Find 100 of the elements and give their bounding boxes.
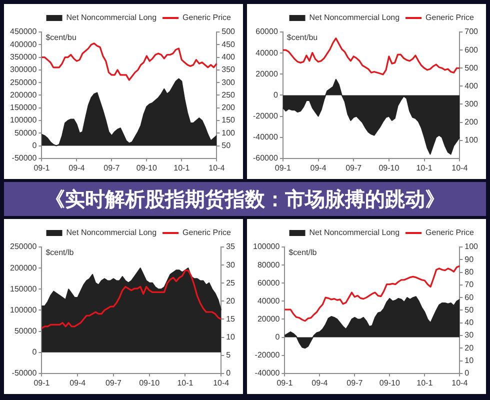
x-tick-label: 09-10 — [136, 163, 158, 172]
y-tick-label: 100000 — [10, 116, 38, 125]
y2-tick-label: 0 — [226, 368, 232, 378]
y2-tick-label: 60 — [464, 292, 474, 302]
y-tick-label: 150000 — [10, 103, 38, 112]
y2-tick-label: 50 — [464, 305, 474, 314]
y-tick-label: 250000 — [10, 242, 38, 252]
y-tick-label: 450000 — [10, 27, 38, 36]
x-tick-label: 10-1 — [174, 163, 190, 172]
y-tick-label: 200000 — [10, 263, 38, 272]
x-tick-label: 09-4 — [68, 163, 86, 172]
y2-tick-label: 100 — [464, 242, 479, 252]
x-tick-label: 09-1 — [274, 163, 292, 172]
y2-tick-label: 300 — [464, 99, 479, 108]
y2-tick-label: 20 — [464, 343, 474, 352]
x-tick-label: 09-4 — [312, 378, 328, 388]
annotation: $cent/lb — [288, 248, 318, 258]
y-tick-label: -40000 — [254, 368, 280, 378]
y-tick-label: 50000 — [14, 326, 38, 336]
y2-tick-label: 10 — [464, 356, 474, 365]
y-tick-label: 250000 — [10, 78, 38, 87]
y-tick-label: 300000 — [10, 65, 38, 74]
y-tick-label: 200000 — [10, 90, 38, 100]
x-tick-label: 09-4 — [70, 378, 86, 388]
y2-tick-label: 20 — [226, 296, 236, 306]
y2-tick-label: 10 — [226, 332, 236, 342]
y-tick-label: -40000 — [252, 132, 278, 142]
y-tick-label: 40000 — [257, 296, 280, 306]
y-tick-label: 60000 — [256, 27, 278, 36]
y-tick-label: -20000 — [252, 111, 278, 120]
y2-tick-label: 40 — [464, 318, 474, 328]
x-tick-label: 10-4 — [208, 163, 226, 172]
y2-tick-label: 500 — [222, 27, 236, 36]
annotation: $cent/bu — [46, 33, 76, 42]
y2-tick-label: 5 — [226, 350, 232, 360]
y-tick-label: -50000 — [12, 368, 38, 378]
legend-label: Net Noncommercial Long — [309, 13, 400, 22]
y2-tick-label: 90 — [464, 254, 474, 264]
x-tick-label: 10-4 — [452, 378, 468, 388]
x-tick-label: 09-10 — [379, 378, 400, 388]
y2-tick-label: 15 — [226, 314, 236, 324]
y-tick-label: 80000 — [257, 260, 280, 270]
x-tick-label: 09-10 — [139, 378, 160, 388]
y-tick-label: 20000 — [256, 69, 278, 78]
legend-label: Net Noncommercial Long — [309, 228, 400, 238]
legend-label: Generic Price — [182, 13, 232, 22]
x-tick-label: 09-7 — [346, 378, 364, 388]
x-tick-label: 09-7 — [346, 163, 362, 172]
x-tick-label: 10-1 — [416, 163, 433, 172]
y2-tick-label: 100 — [464, 136, 479, 145]
x-tick-label: 09-10 — [378, 163, 400, 172]
y2-tick-label: 250 — [222, 90, 236, 100]
y2-tick-label: 600 — [464, 45, 479, 54]
y-tick-label: 350000 — [10, 52, 38, 62]
x-tick-label: 09-1 — [276, 378, 294, 388]
legend-label: Generic Price — [426, 228, 475, 238]
y-tick-label: -60000 — [252, 154, 278, 163]
legend-label: Generic Price — [182, 228, 232, 238]
x-tick-label: 09-1 — [34, 378, 50, 388]
y-tick-label: 150000 — [10, 284, 38, 294]
y2-tick-label: 25 — [226, 278, 236, 288]
x-tick-label: 09-7 — [105, 378, 122, 388]
legend-label: Net Noncommercial Long — [66, 228, 157, 238]
x-tick-label: 09-4 — [310, 163, 327, 172]
y2-tick-label: 300 — [222, 78, 236, 87]
annotation: $cent/bu — [286, 33, 318, 42]
y2-tick-label: 35 — [226, 242, 236, 252]
y-tick-label: 100000 — [252, 242, 280, 252]
y-tick-label: 20000 — [257, 314, 280, 324]
y-tick-label: 0 — [275, 332, 280, 342]
x-tick-label: 09-1 — [34, 163, 50, 172]
y-tick-label: -20000 — [254, 350, 280, 360]
y2-tick-label: 500 — [464, 63, 479, 72]
y-tick-label: -50000 — [12, 154, 38, 163]
y-tick-label: 100000 — [10, 305, 38, 314]
x-tick-label: 10-1 — [416, 378, 434, 388]
annotation: $cent/lb — [46, 248, 74, 258]
y2-tick-label: 70 — [464, 280, 474, 290]
y2-tick-label: 0 — [464, 368, 470, 378]
x-tick-label: 10-1 — [177, 378, 194, 388]
y-tick-label: 0 — [32, 140, 38, 150]
y2-tick-label: 200 — [222, 103, 236, 112]
y2-tick-label: 50 — [222, 140, 232, 150]
x-tick-label: 09-7 — [104, 163, 120, 172]
y-tick-label: 50000 — [14, 128, 38, 138]
y2-tick-label: 30 — [226, 260, 236, 270]
y2-tick-label: 700 — [464, 27, 479, 36]
legend-label: Net Noncommercial Long — [66, 13, 157, 22]
y2-tick-label: 400 — [222, 52, 236, 62]
y2-tick-label: 350 — [222, 65, 236, 74]
y2-tick-label: 30 — [464, 330, 474, 340]
y-tick-label: 60000 — [257, 278, 280, 288]
y2-tick-label: 100 — [222, 128, 236, 138]
y2-tick-label: 400 — [464, 81, 479, 90]
y2-tick-label: 200 — [464, 117, 479, 126]
y-tick-label: 40000 — [256, 48, 278, 58]
y-tick-label: 0 — [273, 90, 278, 100]
y2-tick-label: 80 — [464, 267, 474, 276]
legend-label: Generic Price — [426, 13, 475, 22]
x-tick-label: 10-4 — [213, 378, 230, 388]
